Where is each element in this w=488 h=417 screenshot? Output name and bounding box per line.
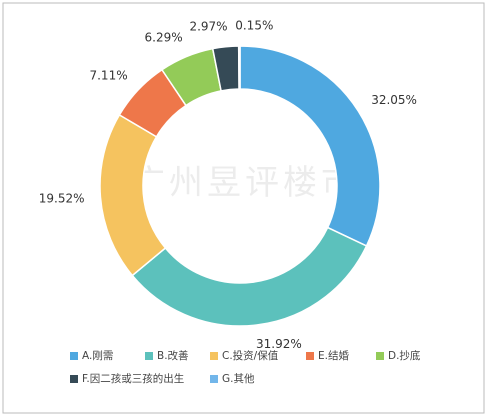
data-label: 6.29%	[145, 31, 183, 45]
legend-swatch	[145, 352, 153, 360]
legend-swatch	[70, 375, 78, 383]
legend-label: G.其他	[222, 372, 255, 385]
donut-slice	[237, 45, 241, 90]
data-label: 0.15%	[235, 19, 273, 33]
legend-swatch	[70, 352, 78, 360]
data-label: 31.92%	[256, 337, 302, 351]
data-label: 32.05%	[371, 93, 417, 107]
data-label: 7.11%	[89, 69, 127, 83]
legend-swatch	[210, 375, 218, 383]
legend-label: C.投资/保值	[222, 349, 279, 362]
data-label: 19.52%	[39, 191, 85, 205]
legend-label: A.刚需	[82, 350, 113, 362]
legend-label: E.结婚	[318, 349, 349, 362]
data-label: 2.97%	[189, 19, 227, 33]
legend-swatch	[306, 352, 314, 360]
legend-label: D.抄底	[388, 349, 421, 362]
legend-label: B.改善	[157, 349, 189, 362]
legend-label: F.因二孩或三孩的出生	[82, 372, 184, 385]
legend-swatch	[376, 352, 384, 360]
legend-swatch	[210, 352, 218, 360]
watermark: 广州昱评楼市	[131, 163, 359, 203]
donut-slice	[239, 45, 381, 247]
donut-slice	[131, 226, 368, 327]
